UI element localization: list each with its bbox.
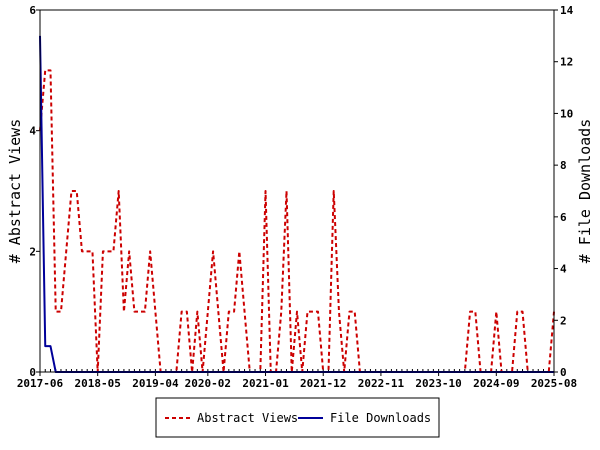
right-y-tick-label: 2 — [560, 314, 567, 327]
x-tick-label: 2024-09 — [473, 377, 519, 390]
x-tick-label: 2020-02 — [185, 377, 231, 390]
series-line-abstract-views — [39, 69, 555, 373]
plot-frame — [39, 9, 555, 373]
left-y-tick-label: 6 — [29, 4, 36, 17]
x-tick-label: 2025-08 — [531, 377, 577, 390]
right-y-tick-label: 4 — [560, 263, 567, 276]
legend-box — [155, 397, 440, 438]
right-y-axis-ticks: 0 2 4 6 8 10 12 14 — [554, 4, 574, 379]
legend: Abstract Views File Downloads — [155, 397, 440, 438]
left-y-tick-label: 4 — [29, 125, 36, 138]
x-tick-label: 2023-10 — [415, 377, 461, 390]
x-tick-label: 2021-12 — [300, 377, 346, 390]
legend-label-abstract-views: Abstract Views — [197, 411, 298, 425]
left-y-axis-ticks: 0 2 4 6 — [29, 4, 40, 379]
x-tick-label: 2017-06 — [17, 377, 64, 390]
right-y-tick-label: 6 — [560, 211, 567, 224]
right-y-tick-label: 10 — [560, 107, 573, 120]
x-tick-label: 2018-05 — [75, 377, 121, 390]
right-y-tick-label: 12 — [560, 56, 573, 69]
right-y-tick-label: 14 — [560, 4, 574, 17]
legend-label-file-downloads: File Downloads — [330, 411, 431, 425]
right-y-tick-label: 8 — [560, 159, 567, 172]
left-y-tick-label: 2 — [29, 245, 36, 258]
x-tick-label: 2021-01 — [242, 377, 289, 390]
x-axis-ticks: 2017-06 2018-05 2019-04 2020-02 2021-01 2021-… — [17, 372, 577, 390]
x-tick-label: 2022-11 — [358, 377, 405, 390]
right-y-tick-label: 0 — [560, 366, 567, 379]
right-y-axis-title: # File Downloads — [576, 119, 594, 264]
left-y-tick-label: 0 — [29, 366, 36, 379]
x-tick-label: 2019-04 — [132, 377, 179, 390]
series-layer — [39, 35, 555, 373]
left-y-axis-title: # Abstract Views — [6, 119, 24, 264]
